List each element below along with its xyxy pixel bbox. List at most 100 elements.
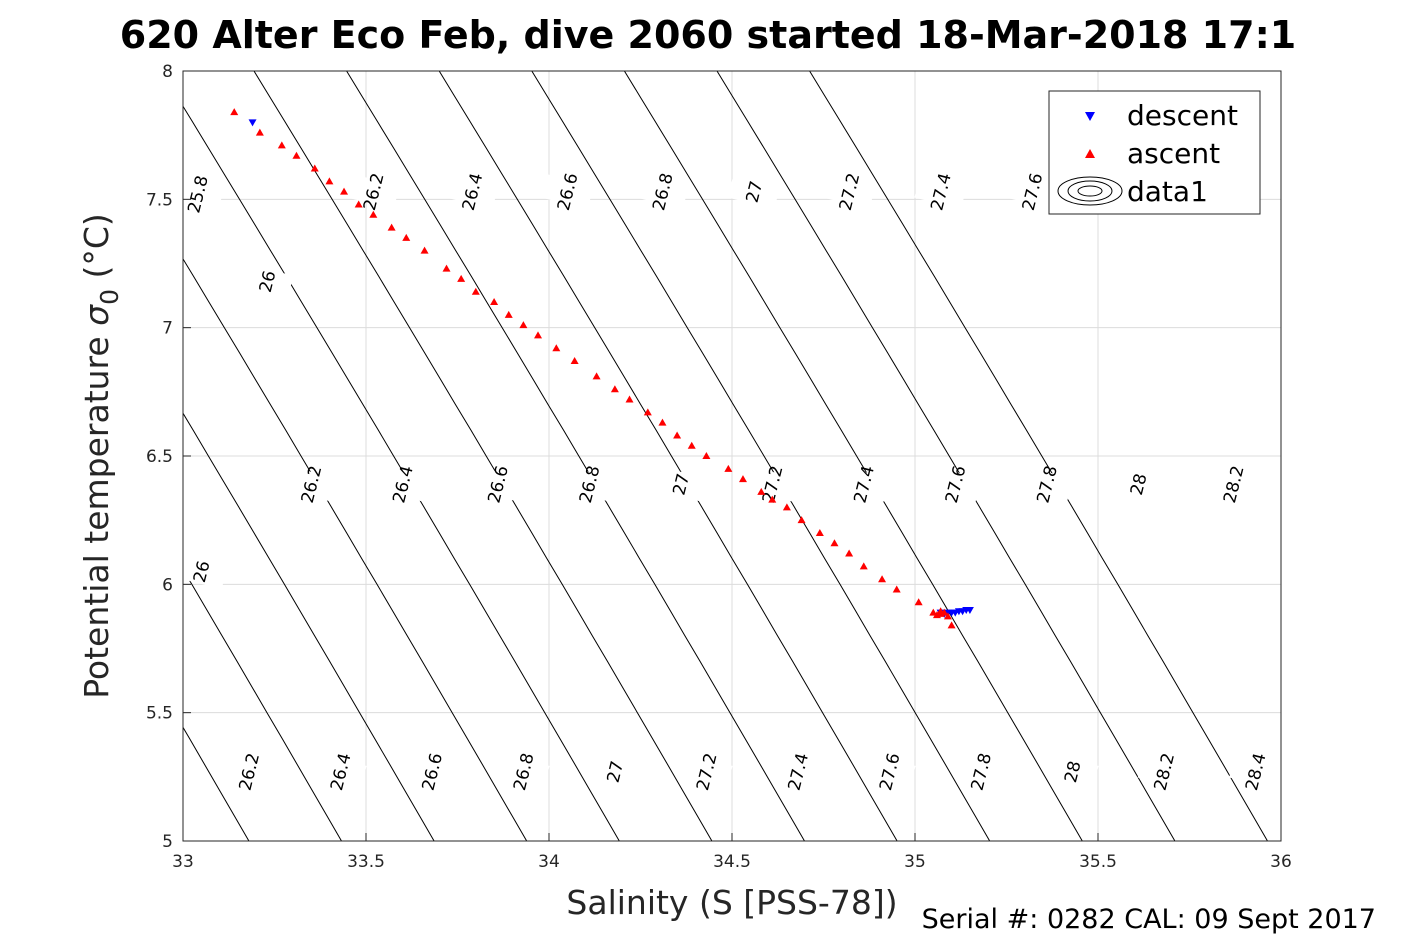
contour-label-bg — [1046, 754, 1099, 790]
contour-label-bg — [1020, 466, 1073, 502]
serial-calibration-note: Serial #: 0282 CAL: 09 Sept 2017 — [922, 904, 1376, 935]
contour-label-bg — [1112, 466, 1165, 502]
density-contour-line — [183, 412, 435, 841]
ascent-point — [230, 108, 239, 116]
x-tick-label: 34.5 — [713, 852, 751, 872]
ascent-point — [310, 164, 319, 172]
contour-label-bg — [1137, 754, 1191, 790]
ascent-point — [929, 608, 938, 616]
y-axis-label-subscript: 0 — [95, 289, 124, 305]
ascent-point — [673, 431, 682, 439]
contour-label-bg — [654, 466, 707, 502]
data-points — [230, 108, 974, 629]
density-contour-line — [183, 568, 342, 841]
y-axis-label-main: Potential temperature — [77, 326, 116, 699]
y-tick-label: 6.5 — [146, 447, 173, 467]
legend-data1-label: data1 — [1127, 175, 1208, 208]
contour-label-bg — [445, 174, 499, 210]
ascent-point — [387, 223, 396, 231]
density-contour-line — [253, 71, 713, 841]
ascent-point — [782, 503, 791, 511]
ascent-point — [658, 418, 667, 426]
chart-title: 620 Alter Eco Feb, dive 2060 started 18-… — [120, 13, 1296, 57]
ascent-point — [457, 274, 466, 282]
contour-label-bg — [929, 466, 982, 502]
y-tick-label: 5 — [162, 832, 173, 852]
contour-label-bg — [914, 174, 967, 210]
y-tick-label: 6 — [162, 575, 173, 595]
ascent-point — [625, 395, 634, 403]
x-tick-label: 35.5 — [1079, 852, 1117, 872]
contour-label-bg — [1005, 174, 1059, 210]
ascent-point — [570, 357, 579, 365]
y-axis-label: Potential temperature σ0 (°C) — [77, 213, 124, 699]
legend: descent ascent data1 — [1048, 90, 1261, 215]
density-contour-line — [716, 71, 1176, 841]
density-contour-line — [183, 105, 620, 841]
ascent-point — [947, 621, 956, 629]
contour-label-bg — [771, 754, 825, 790]
contour-label-bg — [240, 264, 294, 299]
contour-label-bg — [171, 176, 224, 212]
density-contour-line — [346, 71, 805, 841]
contour-label-bg — [471, 466, 524, 502]
contour-label-bg — [405, 754, 459, 790]
ascent-point — [255, 128, 264, 136]
axis-ticks: 33 33.5 34 34.5 35 35.5 36 5 5.5 6 6.5 7 7.5 8 — [146, 62, 1292, 872]
y-axis-label-unit: (°C) — [77, 213, 116, 289]
contour-label-bg — [1229, 754, 1282, 790]
contour-label-bg — [314, 754, 367, 790]
legend-contour-icon — [1057, 176, 1123, 206]
contour-label-bg — [497, 754, 550, 790]
contour-label-bg — [863, 754, 916, 790]
ascent-point — [519, 321, 528, 329]
ascent-point — [878, 575, 887, 583]
ascent-point — [830, 539, 839, 547]
contour-label-bg — [376, 466, 429, 502]
ascent-point — [768, 495, 777, 503]
ascent-point — [943, 612, 952, 620]
y-tick-label: 8 — [162, 62, 173, 82]
x-axis-label: Salinity (S [PSS-78]) — [566, 883, 897, 922]
ascent-point — [442, 264, 451, 272]
legend-descent-marker — [1085, 112, 1095, 121]
contour-label-bg — [636, 174, 689, 210]
density-contour-line — [438, 71, 898, 841]
density-contours — [183, 71, 1268, 841]
ascent-point — [914, 598, 923, 606]
ascent-point — [643, 408, 652, 416]
legend-ascent-marker — [1085, 149, 1095, 158]
contour-label-bg — [588, 754, 642, 790]
descent-point — [965, 607, 974, 614]
ascent-point — [757, 487, 766, 495]
ascent-point — [797, 516, 806, 524]
ascent-point — [420, 246, 429, 254]
ascent-point — [534, 331, 543, 339]
ascent-point — [340, 187, 349, 195]
ascent-point — [936, 607, 945, 615]
contour-label-bg — [222, 754, 276, 790]
ascent-point — [277, 141, 286, 149]
density-contour-line — [183, 257, 528, 841]
contour-label-bg — [680, 754, 733, 790]
ascent-point — [815, 529, 824, 536]
legend-box — [1048, 90, 1261, 215]
legend-ascent-label: ascent — [1127, 137, 1220, 170]
contour-label-bg — [837, 466, 890, 502]
x-tick-label: 35 — [904, 852, 926, 872]
contour-label-bg — [347, 174, 400, 210]
ascent-point — [724, 464, 733, 472]
ascent-point — [859, 562, 868, 570]
contour-label-bg — [822, 174, 876, 210]
density-contour-line — [809, 71, 1268, 841]
contour-label-bg — [954, 754, 1008, 790]
y-tick-label: 7.5 — [146, 190, 173, 210]
ascent-point — [738, 475, 747, 483]
density-contour-line — [531, 71, 991, 841]
descent-point — [248, 119, 257, 127]
x-tick-label: 33 — [172, 852, 194, 872]
legend-descent-label: descent — [1127, 99, 1238, 132]
contour-label-bg — [541, 174, 594, 210]
